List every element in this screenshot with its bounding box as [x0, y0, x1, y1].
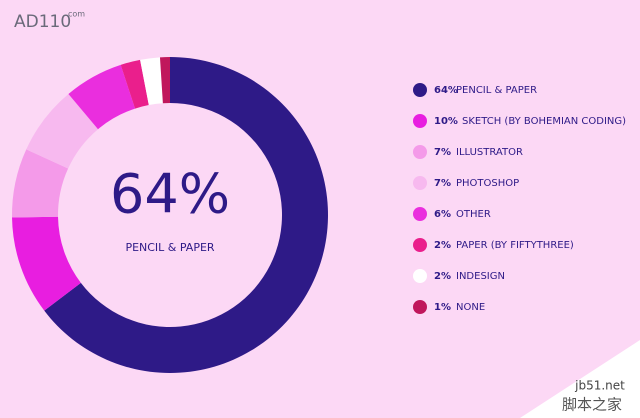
center-label: PENCIL & PAPER	[125, 241, 214, 254]
legend-value: 7%	[434, 178, 451, 189]
logo-sup: com	[68, 10, 85, 19]
legend-marker	[413, 269, 427, 283]
watermark-bg	[520, 340, 640, 418]
legend-marker	[413, 207, 427, 221]
legend-marker	[413, 300, 427, 314]
legend-value: 2%	[434, 240, 451, 251]
donut-segment	[26, 93, 99, 169]
legend-value: 10%	[434, 116, 458, 127]
donut-segment	[140, 57, 163, 106]
watermark-name: 脚本之家	[562, 396, 622, 414]
donut-segment	[11, 149, 69, 218]
legend-label: NONE	[456, 302, 485, 313]
legend-value: 7%	[434, 147, 451, 158]
legend-marker	[413, 145, 427, 159]
legend-marker	[413, 238, 427, 252]
legend-value: 64%	[434, 85, 458, 96]
legend-label: PENCIL & PAPER	[456, 85, 537, 96]
legend-marker	[413, 176, 427, 190]
donut-segment	[159, 57, 170, 104]
legend-value: 2%	[434, 271, 451, 282]
center-value: 64%	[110, 163, 230, 226]
legend-label: PHOTOSHOP	[456, 178, 519, 189]
donut-segment	[120, 59, 149, 109]
legend-marker	[413, 83, 427, 97]
legend-label: INDESIGN	[456, 271, 505, 282]
legend-label: SKETCH (BY BOHEMIAN CODING)	[462, 116, 626, 127]
legend-value: 1%	[434, 302, 451, 313]
legend-marker	[413, 114, 427, 128]
legend-label: ILLUSTRATOR	[456, 147, 523, 158]
donut-segment	[12, 216, 81, 311]
legend-value: 6%	[434, 209, 451, 220]
donut-segment	[68, 64, 136, 130]
legend-label: PAPER (BY FIFTYTHREE)	[456, 240, 574, 251]
logo: AD110	[14, 12, 71, 32]
legend: 64%PENCIL & PAPER 10% SKETCH (BY BOHEMIAN …	[413, 83, 626, 314]
donut-segment	[44, 57, 329, 374]
watermark-site: jb51.net	[574, 379, 625, 393]
donut	[11, 57, 329, 374]
legend-label: OTHER	[456, 209, 491, 220]
